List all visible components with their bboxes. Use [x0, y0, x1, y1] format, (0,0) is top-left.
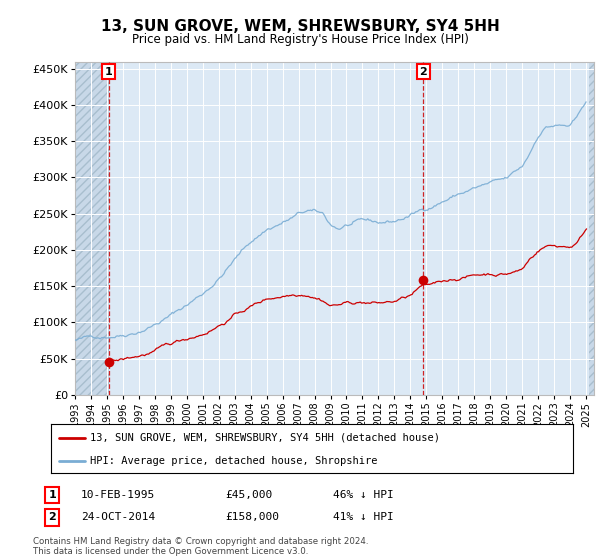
Text: HPI: Average price, detached house, Shropshire: HPI: Average price, detached house, Shro… [90, 456, 377, 466]
Text: 13, SUN GROVE, WEM, SHREWSBURY, SY4 5HH: 13, SUN GROVE, WEM, SHREWSBURY, SY4 5HH [101, 20, 499, 34]
Text: 24-OCT-2014: 24-OCT-2014 [81, 512, 155, 522]
Text: 41% ↓ HPI: 41% ↓ HPI [333, 512, 394, 522]
Bar [75, 62, 109, 395]
Text: 13, SUN GROVE, WEM, SHREWSBURY, SY4 5HH (detached house): 13, SUN GROVE, WEM, SHREWSBURY, SY4 5HH … [90, 433, 440, 443]
Text: This data is licensed under the Open Government Licence v3.0.: This data is licensed under the Open Gov… [33, 547, 308, 556]
Bar [75, 62, 109, 395]
Text: 10-FEB-1995: 10-FEB-1995 [81, 490, 155, 500]
Bar [589, 62, 594, 395]
Text: 2: 2 [419, 67, 427, 77]
Text: Price paid vs. HM Land Registry's House Price Index (HPI): Price paid vs. HM Land Registry's House … [131, 32, 469, 46]
Text: 1: 1 [105, 67, 113, 77]
Text: Contains HM Land Registry data © Crown copyright and database right 2024.: Contains HM Land Registry data © Crown c… [33, 537, 368, 546]
Text: 1: 1 [49, 490, 56, 500]
Text: £45,000: £45,000 [225, 490, 272, 500]
Text: 46% ↓ HPI: 46% ↓ HPI [333, 490, 394, 500]
Text: £158,000: £158,000 [225, 512, 279, 522]
Text: 2: 2 [49, 512, 56, 522]
Bar [589, 62, 594, 395]
